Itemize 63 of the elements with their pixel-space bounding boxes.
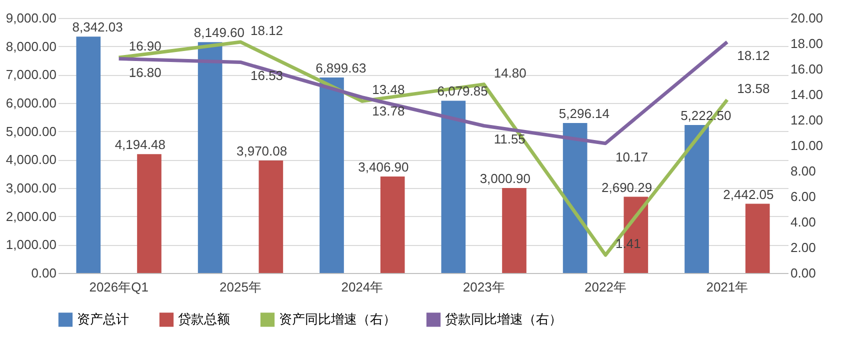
data-label: 3,970.08 [236,144,288,159]
y-tick-label: 3,000.00 [6,180,56,196]
x-tick-label: 2021年 [706,280,748,294]
y-tick-label: 4,000.00 [6,152,56,168]
y-tick-label: 2,000.00 [6,208,56,224]
y2-tick-label: 12.00 [790,112,824,128]
data-label: 14.80 [494,65,526,80]
bar [137,154,162,273]
y-tick-label: 9,000.00 [6,10,56,26]
data-label: 3,000.90 [480,170,530,186]
y-tick-label: 8,000.00 [6,38,56,54]
bar [441,100,466,273]
data-label: 8,342.03 [72,20,123,35]
data-label: 2,690.29 [601,180,652,195]
legend-label: 资产同比增速（右） [279,312,396,327]
x-tick-label: 2024年 [341,280,384,294]
data-label: 6,079.85 [437,84,488,99]
x-tick-label: 2025年 [220,280,262,294]
bar [198,42,222,273]
legend-label: 贷款总额 [178,312,230,327]
y2-tick-label: 20.00 [790,10,824,26]
bar [745,204,770,273]
data-label: 13.78 [372,103,405,118]
data-label: 13.48 [372,82,405,98]
bar [684,125,709,273]
y-tick-label: 0.00 [31,266,56,280]
data-label: 10.17 [616,149,648,164]
data-label: 6,899.63 [316,60,366,76]
y-tick-label: 5,000.00 [6,124,56,139]
data-label: 4,194.48 [114,137,166,152]
y2-tick-label: 6.00 [790,189,816,204]
bar [258,160,284,273]
y2-tick-label: 10.00 [790,138,824,153]
data-label: 16.90 [128,38,162,54]
y2-tick-label: 2.00 [790,240,816,255]
data-label: 8,149.60 [194,25,245,40]
data-label: 18.12 [737,48,770,63]
y-tick-label: 7,000.00 [6,67,56,82]
data-label: 18.12 [250,22,284,38]
data-label: 16.80 [128,64,162,80]
data-label: 2,442.05 [723,186,774,202]
bar [562,122,588,273]
bar [320,78,344,273]
x-tick-label: 2022年 [584,280,626,294]
y2-tick-label: 18.00 [790,36,824,51]
y2-tick-label: 0.00 [790,266,816,280]
data-label: 16.53 [250,68,284,84]
legend-label: 资产总计 [77,312,129,327]
bar [76,36,101,273]
bar [502,188,526,273]
y-tick-label: 6,000.00 [6,96,56,110]
data-label: 13.58 [737,80,770,96]
legend-label: 贷款同比增速（右） [445,312,562,327]
y2-tick-label: 4.00 [790,214,816,230]
y2-tick-label: 8.00 [790,164,816,178]
y2-tick-label: 14.00 [790,87,824,102]
data-label: 3,406.90 [358,159,409,174]
bar [380,176,405,273]
y2-tick-label: 16.00 [790,62,824,76]
y-tick-label: 1,000.00 [6,237,56,252]
x-tick-label: 2026年Q1 [89,280,148,294]
data-label: 5,296.14 [558,106,610,121]
x-tick-label: 2023年 [462,280,505,294]
